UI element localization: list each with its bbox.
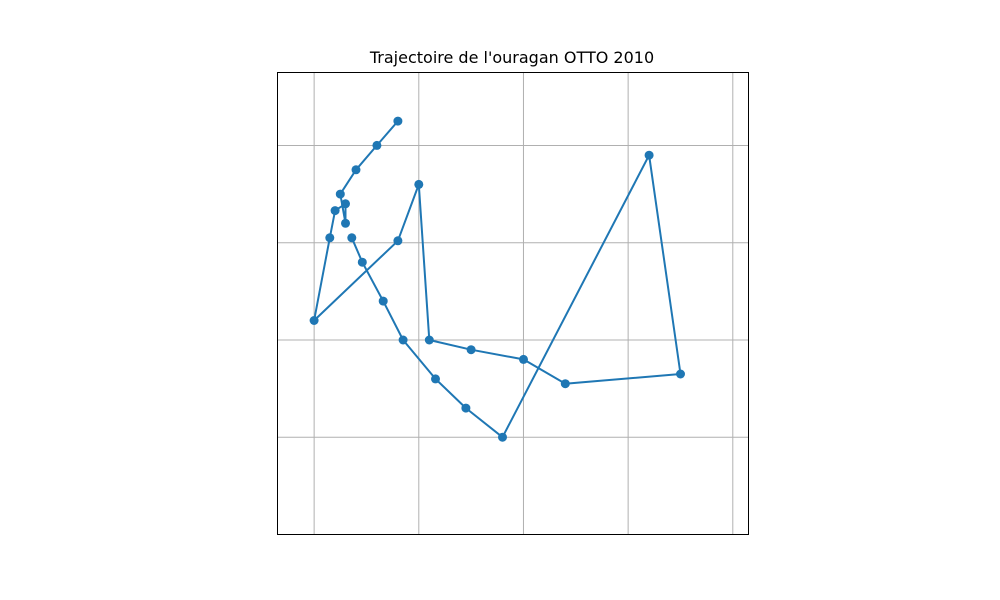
trajectory-point bbox=[335, 189, 345, 199]
trajectory-point bbox=[519, 354, 528, 364]
series-layer bbox=[309, 116, 685, 442]
trajectory-point bbox=[341, 199, 350, 209]
trajectory-line bbox=[313, 120, 682, 439]
trajectory-point bbox=[351, 165, 361, 175]
trajectory-point bbox=[347, 233, 357, 243]
grid bbox=[277, 72, 749, 535]
trajectory-point bbox=[341, 218, 350, 228]
trajectory-point bbox=[431, 374, 440, 384]
trajectory-point bbox=[398, 335, 408, 345]
trajectory-point bbox=[393, 116, 403, 126]
trajectory-point bbox=[372, 140, 382, 150]
plot-frame bbox=[277, 72, 749, 535]
trajectory-point bbox=[393, 236, 403, 246]
trajectory-point bbox=[325, 233, 335, 243]
trajectory-point bbox=[466, 345, 476, 355]
trajectory-point bbox=[644, 150, 654, 160]
trajectory-point bbox=[424, 335, 434, 345]
chart-title: Trajectoire de l'ouragan OTTO 2010 bbox=[369, 48, 654, 67]
trajectory-point bbox=[461, 403, 471, 413]
trajectory-point bbox=[309, 316, 319, 325]
trajectory-point bbox=[560, 379, 570, 389]
trajectory-point bbox=[330, 206, 340, 216]
trajectory-point bbox=[378, 296, 388, 306]
trajectory-point bbox=[498, 432, 507, 442]
trajectory-point bbox=[414, 179, 424, 189]
trajectory-point bbox=[357, 257, 367, 267]
trajectory-point bbox=[676, 369, 685, 379]
